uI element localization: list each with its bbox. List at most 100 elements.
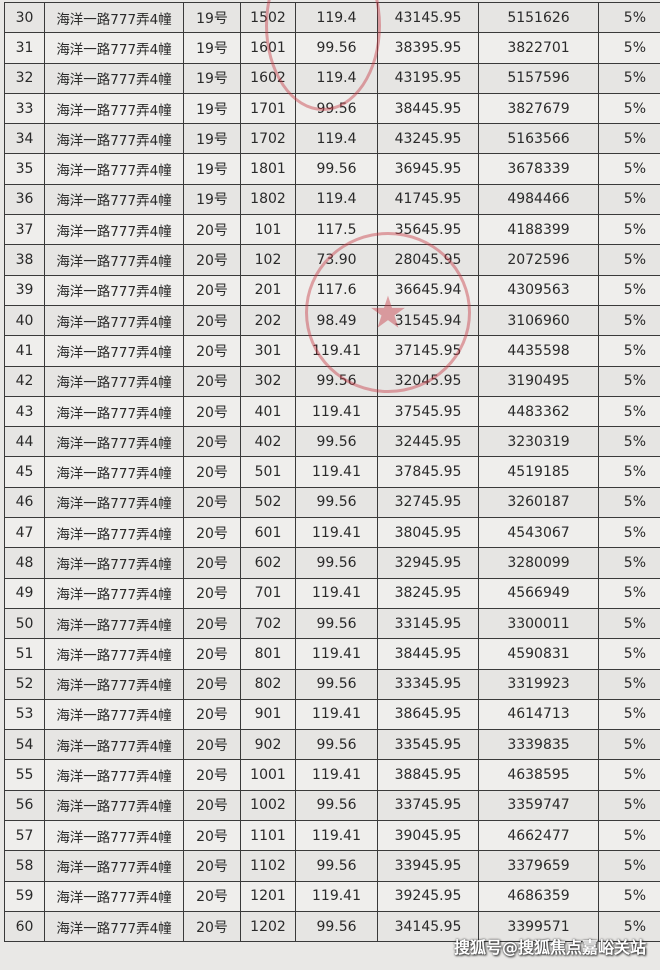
table-row: 36 海洋一路777弄4幢 19号 1802 119.4 41745.95 4984466 5… (4, 183, 660, 216)
cell-unit-price: 43145.95 (377, 1, 479, 34)
cell-unit-price: 33145.95 (377, 607, 479, 640)
cell-total-price: 5163566 (478, 123, 599, 155)
cell-room: 301 (240, 335, 296, 367)
cell-room: 1202 (240, 910, 296, 943)
cell-row-number: 33 (4, 92, 45, 125)
cell-unit-price: 32045.95 (377, 365, 479, 397)
cell-row-number: 34 (4, 123, 45, 155)
cell-area: 117.5 (295, 214, 378, 246)
cell-address: 海洋一路777弄4幢 (44, 547, 184, 579)
table-row: 46 海洋一路777弄4幢 20号 502 99.56 32745.95 3260187 5% (4, 486, 660, 519)
cell-building: 20号 (183, 789, 241, 822)
cell-address: 海洋一路777弄4幢 (44, 395, 184, 428)
cell-building: 19号 (183, 32, 241, 64)
cell-unit-price: 37545.95 (377, 395, 479, 428)
cell-unit-price: 41745.95 (377, 183, 479, 216)
cell-address: 海洋一路777弄4幢 (44, 456, 184, 488)
cell-area: 99.56 (295, 910, 378, 943)
cell-row-number: 50 (4, 607, 45, 640)
cell-building: 20号 (183, 365, 241, 397)
cell-total-price: 3280099 (478, 547, 599, 579)
cell-row-number: 54 (4, 729, 45, 761)
cell-rate: 5% (598, 607, 660, 640)
cell-area: 119.4 (295, 62, 378, 94)
cell-address: 海洋一路777弄4幢 (44, 244, 184, 276)
cell-total-price: 5151626 (478, 1, 599, 34)
cell-unit-price: 38445.95 (377, 638, 479, 670)
cell-building: 19号 (183, 153, 241, 185)
price-table: 30 海洋一路777弄4幢 19号 1502 119.4 43145.95 5151626 5… (4, 1, 660, 943)
cell-total-price: 4638595 (478, 759, 599, 791)
cell-area: 119.41 (295, 638, 378, 670)
cell-room: 1101 (240, 820, 296, 852)
cell-address: 海洋一路777弄4幢 (44, 577, 184, 609)
cell-unit-price: 38245.95 (377, 577, 479, 609)
cell-address: 海洋一路777弄4幢 (44, 304, 184, 337)
cell-unit-price: 39045.95 (377, 820, 479, 852)
cell-total-price: 4519185 (478, 456, 599, 488)
cell-total-price: 4188399 (478, 214, 599, 246)
cell-room: 901 (240, 698, 296, 731)
cell-row-number: 42 (4, 365, 45, 397)
cell-address: 海洋一路777弄4幢 (44, 820, 184, 852)
cell-unit-price: 34145.95 (377, 910, 479, 943)
cell-area: 99.56 (295, 607, 378, 640)
cell-unit-price: 35645.95 (377, 214, 479, 246)
cell-row-number: 48 (4, 547, 45, 579)
table-row: 35 海洋一路777弄4幢 19号 1801 99.56 36945.95 3678339 5… (4, 153, 660, 185)
price-list-sheet: 30 海洋一路777弄4幢 19号 1502 119.4 43145.95 5151626 5… (4, 1, 660, 943)
cell-unit-price: 36945.95 (377, 153, 479, 185)
cell-building: 20号 (183, 395, 241, 428)
table-row: 39 海洋一路777弄4幢 20号 201 117.6 36645.94 4309563 5% (4, 274, 660, 306)
cell-building: 20号 (183, 759, 241, 791)
cell-address: 海洋一路777弄4幢 (44, 32, 184, 64)
cell-rate: 5% (598, 123, 660, 155)
cell-area: 119.41 (295, 759, 378, 791)
cell-building: 19号 (183, 123, 241, 155)
cell-unit-price: 28045.95 (377, 244, 479, 276)
cell-rate: 5% (598, 910, 660, 943)
table-row: 30 海洋一路777弄4幢 19号 1502 119.4 43145.95 5151626 5… (4, 1, 660, 34)
cell-area: 119.4 (295, 123, 378, 155)
cell-row-number: 55 (4, 759, 45, 791)
table-row: 60 海洋一路777弄4幢 20号 1202 99.56 34145.95 3399571 5… (4, 910, 660, 943)
cell-unit-price: 37845.95 (377, 456, 479, 488)
cell-rate: 5% (598, 153, 660, 185)
cell-building: 20号 (183, 335, 241, 367)
cell-area: 99.56 (295, 729, 378, 761)
cell-area: 119.41 (295, 395, 378, 428)
cell-total-price: 4984466 (478, 183, 599, 216)
cell-row-number: 37 (4, 214, 45, 246)
cell-room: 502 (240, 486, 296, 519)
table-row: 32 海洋一路777弄4幢 19号 1602 119.4 43195.95 5157596 5… (4, 62, 660, 94)
cell-rate: 5% (598, 517, 660, 549)
cell-total-price: 4686359 (478, 880, 599, 912)
cell-building: 20号 (183, 517, 241, 549)
cell-building: 20号 (183, 214, 241, 246)
cell-building: 20号 (183, 638, 241, 670)
cell-unit-price: 33345.95 (377, 668, 479, 700)
cell-area: 119.41 (295, 335, 378, 367)
cell-area: 119.41 (295, 456, 378, 488)
table-row: 53 海洋一路777弄4幢 20号 901 119.41 38645.95 4614713 5… (4, 698, 660, 731)
cell-row-number: 44 (4, 426, 45, 458)
cell-total-price: 3300011 (478, 607, 599, 640)
cell-rate: 5% (598, 335, 660, 367)
cell-room: 1802 (240, 183, 296, 216)
cell-row-number: 57 (4, 820, 45, 852)
cell-room: 802 (240, 668, 296, 700)
cell-unit-price: 38395.95 (377, 32, 479, 64)
cell-total-price: 4662477 (478, 820, 599, 852)
cell-unit-price: 32445.95 (377, 426, 479, 458)
cell-address: 海洋一路777弄4幢 (44, 153, 184, 185)
cell-rate: 5% (598, 547, 660, 579)
cell-total-price: 3359747 (478, 789, 599, 822)
cell-building: 20号 (183, 244, 241, 276)
cell-rate: 5% (598, 365, 660, 397)
cell-area: 99.56 (295, 32, 378, 64)
cell-row-number: 47 (4, 517, 45, 549)
cell-rate: 5% (598, 1, 660, 34)
cell-building: 20号 (183, 547, 241, 579)
table-row: 55 海洋一路777弄4幢 20号 1001 119.41 38845.95 4638595… (4, 759, 660, 791)
cell-area: 119.41 (295, 517, 378, 549)
